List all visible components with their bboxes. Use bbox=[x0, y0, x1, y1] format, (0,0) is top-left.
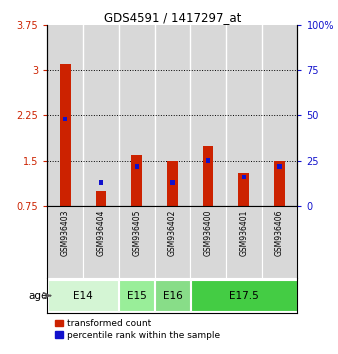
Text: E14: E14 bbox=[73, 291, 93, 301]
Bar bbox=[47, 25, 83, 206]
Bar bbox=[131, 155, 142, 206]
Bar bbox=[206, 158, 210, 163]
Bar bbox=[135, 164, 139, 169]
Text: GSM936406: GSM936406 bbox=[275, 210, 284, 256]
Bar bbox=[167, 161, 178, 206]
Bar bbox=[96, 191, 106, 206]
Bar bbox=[48, 280, 118, 311]
Bar bbox=[242, 175, 246, 179]
Text: E15: E15 bbox=[127, 291, 147, 301]
Text: GSM936400: GSM936400 bbox=[203, 210, 213, 256]
Text: E17.5: E17.5 bbox=[229, 291, 259, 301]
Text: age: age bbox=[28, 291, 47, 301]
Bar bbox=[274, 161, 285, 206]
Bar bbox=[226, 25, 262, 206]
Bar bbox=[154, 206, 190, 279]
Bar bbox=[99, 180, 103, 185]
Bar bbox=[277, 164, 282, 169]
Text: GSM936402: GSM936402 bbox=[168, 210, 177, 256]
Bar bbox=[155, 280, 190, 311]
Bar bbox=[190, 25, 226, 206]
Text: GSM936404: GSM936404 bbox=[96, 210, 105, 256]
Bar bbox=[262, 25, 297, 206]
Text: GSM936401: GSM936401 bbox=[239, 210, 248, 256]
Bar bbox=[190, 206, 226, 279]
Title: GDS4591 / 1417297_at: GDS4591 / 1417297_at bbox=[104, 11, 241, 24]
Bar bbox=[239, 173, 249, 206]
Bar bbox=[191, 280, 297, 311]
Bar bbox=[170, 180, 174, 185]
Text: GSM936403: GSM936403 bbox=[61, 210, 70, 256]
Legend: transformed count, percentile rank within the sample: transformed count, percentile rank withi… bbox=[52, 315, 224, 343]
Bar bbox=[47, 206, 83, 279]
Bar bbox=[120, 280, 154, 311]
Bar bbox=[154, 25, 190, 206]
Bar bbox=[83, 206, 119, 279]
Bar bbox=[119, 25, 154, 206]
Bar bbox=[63, 116, 67, 121]
Bar bbox=[203, 145, 214, 206]
Bar bbox=[262, 206, 297, 279]
Bar bbox=[83, 25, 119, 206]
Text: GSM936405: GSM936405 bbox=[132, 210, 141, 256]
Bar bbox=[60, 64, 71, 206]
Bar bbox=[226, 206, 262, 279]
Bar bbox=[119, 206, 154, 279]
Text: E16: E16 bbox=[163, 291, 182, 301]
